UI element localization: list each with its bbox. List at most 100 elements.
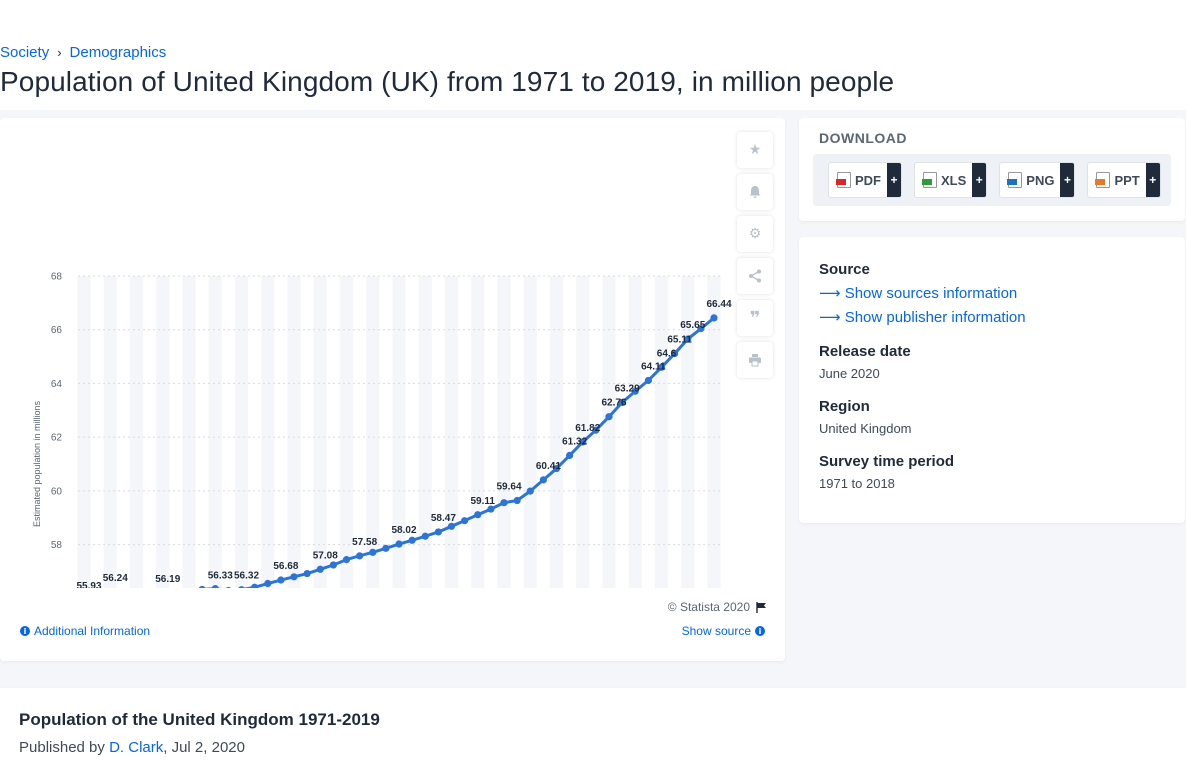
- column-band: [129, 276, 144, 588]
- print-icon: [749, 354, 761, 367]
- published-by: Published by D. Clark, Jul 2, 2020: [19, 739, 245, 756]
- download-ppt-button[interactable]: PPT +: [1087, 162, 1161, 198]
- survey-period-value: 1971 to 2018: [819, 476, 895, 491]
- y-tick-label: 66: [51, 325, 63, 336]
- column-band: [444, 276, 459, 588]
- data-label: 56.68: [273, 561, 298, 572]
- png-file-icon: [1007, 172, 1023, 188]
- show-sources-link[interactable]: ⟶ Show sources information: [819, 284, 1017, 302]
- data-label: 58.02: [391, 525, 416, 536]
- settings-gear-button[interactable]: ⚙: [737, 216, 773, 252]
- author-link[interactable]: D. Clark: [109, 739, 164, 756]
- column-band: [234, 276, 249, 588]
- download-pdf-label: PDF: [855, 172, 881, 188]
- data-point: [552, 464, 561, 473]
- notification-bell-button[interactable]: [737, 174, 773, 210]
- data-point: [500, 499, 508, 507]
- data-point: [513, 496, 521, 505]
- xls-file-icon: [922, 172, 937, 188]
- data-label: 62.76: [601, 398, 626, 409]
- data-label: 56.24: [103, 573, 128, 584]
- download-xls-button[interactable]: XLS +: [914, 162, 988, 198]
- header-area: [0, 0, 1186, 110]
- data-point: [447, 522, 456, 530]
- column-band: [654, 276, 669, 588]
- release-date-value: June 2020: [819, 366, 880, 381]
- cite-button[interactable]: ❞: [737, 300, 773, 336]
- copyright-text: © Statista 2020: [667, 600, 750, 614]
- show-publisher-link[interactable]: ⟶ Show publisher information: [819, 308, 1026, 326]
- data-point: [671, 350, 679, 358]
- breadcrumb-demographics[interactable]: Demographics: [69, 44, 167, 61]
- download-buttons: PDF + XLS + PNG + PPT +: [813, 154, 1171, 206]
- data-point: [631, 387, 639, 395]
- download-pdf-button[interactable]: PDF +: [828, 162, 902, 198]
- data-point: [592, 426, 600, 434]
- favorite-star-button[interactable]: ★: [737, 132, 773, 168]
- y-tick-label: 60: [51, 486, 63, 497]
- ppt-file-icon: [1095, 172, 1111, 188]
- arrow-right-icon: ⟶: [819, 285, 841, 302]
- column-band: [392, 276, 406, 588]
- data-label: 59.11: [471, 496, 496, 507]
- column-band: [681, 276, 695, 588]
- data-point: [382, 544, 390, 552]
- data-point: [539, 476, 547, 484]
- data-point: [251, 583, 259, 588]
- breadcrumb-separator: ›: [57, 45, 62, 60]
- data-point: [329, 561, 337, 569]
- published-prefix: Published by: [19, 739, 105, 756]
- additional-information-label: Additional Information: [34, 624, 151, 638]
- additional-information-link[interactable]: i Additional Information: [20, 624, 150, 638]
- description-card: Population of the United Kingdom 1971-20…: [0, 688, 1186, 760]
- data-label: 56.32: [234, 571, 259, 582]
- data-point: [605, 413, 613, 421]
- data-point: [225, 586, 231, 588]
- data-point: [487, 505, 495, 513]
- show-sources-label: Show sources information: [844, 285, 1018, 302]
- data-point: [526, 487, 534, 495]
- flag-icon[interactable]: [756, 601, 767, 613]
- data-point: [579, 438, 587, 446]
- plus-icon: +: [1060, 163, 1075, 197]
- pdf-file-icon: [836, 172, 851, 188]
- chart-toolbar: ★ ⚙ ❞: [737, 132, 773, 378]
- data-point: [369, 548, 377, 556]
- plus-icon: +: [972, 163, 987, 197]
- data-point: [408, 536, 416, 544]
- data-point: [356, 552, 364, 560]
- download-png-button[interactable]: PNG +: [999, 162, 1076, 198]
- y-tick-label: 62: [51, 433, 63, 444]
- description-title: Population of the United Kingdom 1971-20…: [19, 710, 380, 729]
- download-title: DOWNLOAD: [819, 130, 907, 146]
- download-ppt-label: PPT: [1114, 172, 1140, 188]
- share-button[interactable]: [737, 258, 773, 294]
- download-png-label: PNG: [1026, 172, 1055, 188]
- column-band: [339, 276, 354, 588]
- data-label: 56.33: [208, 570, 233, 581]
- data-label: 57.58: [352, 537, 377, 548]
- data-point: [618, 398, 626, 407]
- data-point: [303, 569, 311, 578]
- data-point: [684, 335, 692, 343]
- data-label: 55.93: [76, 581, 101, 588]
- print-button[interactable]: [737, 342, 773, 378]
- data-point: [277, 576, 285, 584]
- column-band: [182, 276, 196, 588]
- data-label: 65.65: [680, 320, 705, 331]
- show-source-link[interactable]: Show source i: [682, 624, 765, 638]
- page-title: Population of United Kingdom (UK) from 1…: [0, 66, 895, 97]
- data-point: [434, 528, 442, 536]
- data-point: [421, 532, 429, 540]
- chart-card: 5456586062646668Estimated population in …: [0, 118, 785, 661]
- column-band: [287, 276, 301, 588]
- breadcrumb-society[interactable]: Society: [0, 44, 50, 61]
- data-point: [264, 579, 272, 588]
- column-band: [602, 276, 616, 588]
- column-band: [549, 276, 564, 588]
- data-point: [316, 565, 324, 573]
- column-band: [707, 276, 721, 588]
- data-point: [697, 325, 705, 333]
- column-band: [497, 276, 511, 588]
- column-band: [366, 276, 380, 588]
